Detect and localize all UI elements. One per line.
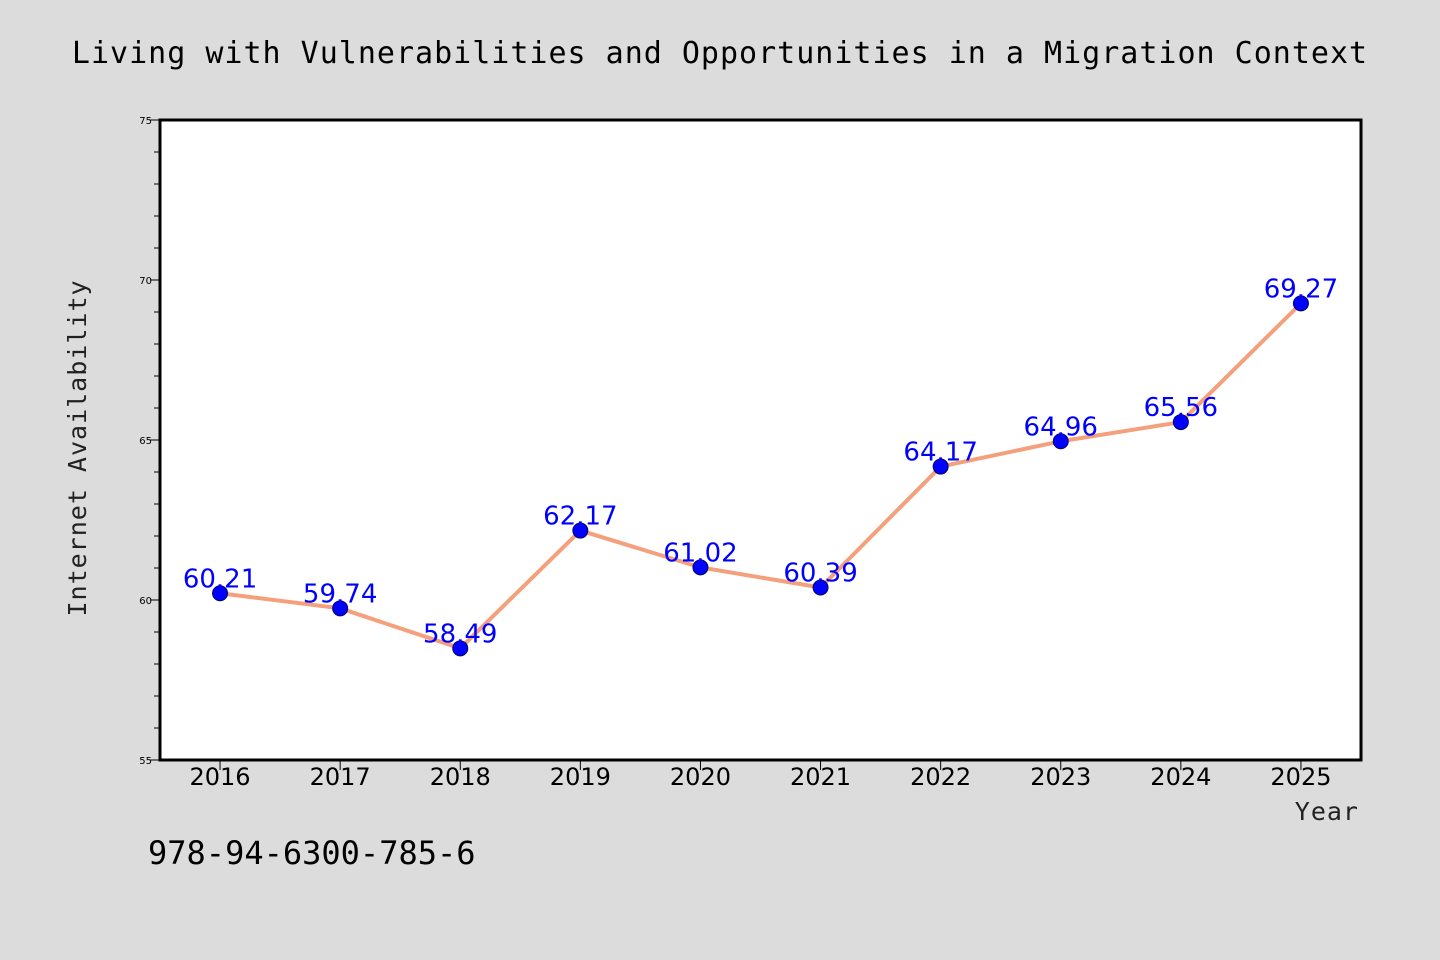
y-tick-label: 75 xyxy=(139,116,152,127)
data-label: 60.39 xyxy=(783,559,857,589)
data-point-marker xyxy=(932,458,949,475)
y-axis-title: Internet Availability xyxy=(63,279,92,616)
y-tick-label: 70 xyxy=(139,276,152,287)
y-tick-label: 65 xyxy=(139,436,152,447)
isbn-text: 978-94-6300-785-6 xyxy=(148,834,476,872)
plot-area xyxy=(158,118,1363,762)
data-point-marker xyxy=(572,522,589,539)
series-markers xyxy=(212,295,1309,657)
x-tick-label: 2025 xyxy=(1270,763,1331,791)
data-label: 62.17 xyxy=(543,502,617,532)
x-axis-title: Year xyxy=(1295,797,1359,826)
data-label: 65.56 xyxy=(1144,393,1218,423)
x-tick-label: 2016 xyxy=(190,763,251,791)
x-tick-label: 2018 xyxy=(430,763,491,791)
x-tick-label: 2020 xyxy=(670,763,731,791)
data-point-marker xyxy=(332,600,349,617)
data-label: 60.21 xyxy=(183,564,257,594)
y-tick-label: 60 xyxy=(139,596,152,607)
data-point-marker xyxy=(452,640,469,657)
series-lines xyxy=(218,301,1303,651)
data-label: 69.27 xyxy=(1264,274,1338,304)
data-point-marker xyxy=(692,559,709,576)
series-line xyxy=(218,301,1303,651)
y-tick-label: 55 xyxy=(139,756,152,767)
x-tick-label: 2023 xyxy=(1030,763,1091,791)
data-labels: 60.21 59.74 58.49 62.17 61.02 60.39 64.17 64.96… xyxy=(183,274,1338,649)
data-point-marker xyxy=(1292,295,1309,312)
x-tick-label: 2019 xyxy=(550,763,611,791)
data-label: 58.49 xyxy=(423,619,497,649)
data-point-marker xyxy=(212,585,229,602)
data-label: 64.96 xyxy=(1024,412,1098,442)
data-label: 61.02 xyxy=(663,538,737,568)
x-tick-label: 2022 xyxy=(910,763,971,791)
x-tick-label: 2024 xyxy=(1150,763,1211,791)
y-axis-ticks: 55 60 65 70 75 xyxy=(139,116,160,767)
x-tick-label: 2017 xyxy=(310,763,371,791)
data-label: 59.74 xyxy=(303,579,377,609)
data-point-marker xyxy=(1172,414,1189,431)
x-tick-label: 2021 xyxy=(790,763,851,791)
data-point-marker xyxy=(1052,433,1069,450)
x-axis-ticks: 2016 2017 2018 2019 2020 2021 2022 2023 2024 2025 xyxy=(190,760,1331,791)
data-point-marker xyxy=(812,579,829,596)
chart-title: Living with Vulnerabilities and Opportun… xyxy=(72,36,1368,71)
data-label: 64.17 xyxy=(903,438,977,468)
